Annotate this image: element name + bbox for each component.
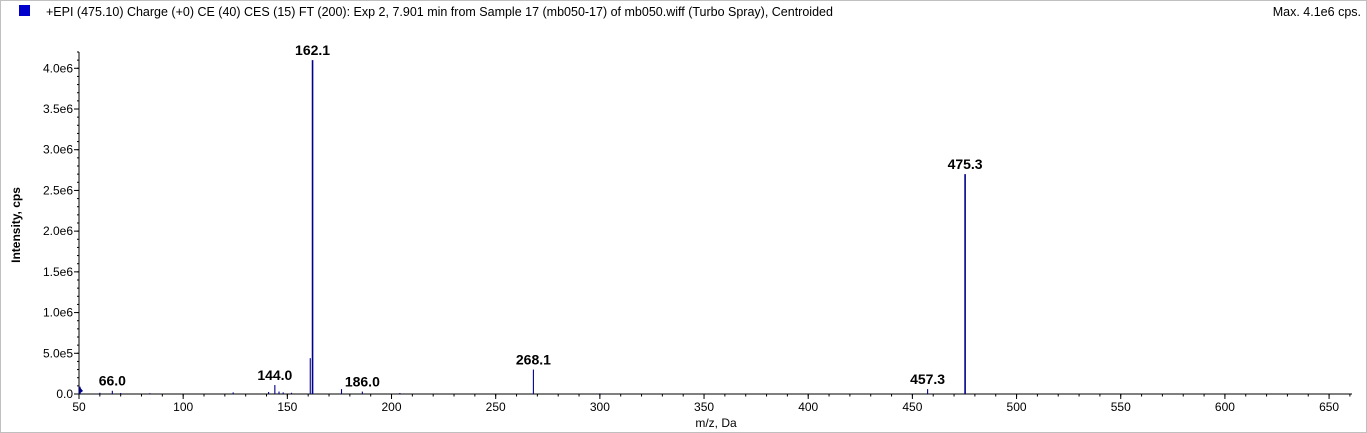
x-tick-label: 150: [277, 400, 297, 414]
peak-label: 144.0: [257, 367, 292, 383]
y-tick-label: 5.0e5: [43, 346, 73, 360]
x-tick-label: 600: [1215, 400, 1235, 414]
y-tick-label: 1.0e6: [43, 306, 73, 320]
x-tick-label: 450: [902, 400, 922, 414]
max-intensity-label: Max. 4.1e6 cps.: [1272, 5, 1361, 19]
x-tick-label: 650: [1319, 400, 1339, 414]
y-tick-label: 1.5e6: [43, 265, 73, 279]
peak-label: 186.0: [345, 374, 380, 390]
x-tick-label: 250: [486, 400, 506, 414]
x-tick-label: 550: [1111, 400, 1131, 414]
x-ticks: 50 100 150 200 250 300 350 400 450 500 550 600 650: [72, 394, 1351, 414]
x-tick-label: 350: [694, 400, 714, 414]
y-ticks: 0.0 5.0e5 1.0e6 1.5e6 2.0e6 2.5e6 3.0e6 3.5e6 4.…: [43, 51, 79, 401]
x-tick-label: 50: [72, 400, 86, 414]
y-tick-label: 3.0e6: [43, 143, 73, 157]
y-tick-label: 4.0e6: [43, 61, 73, 75]
x-tick-label: 500: [1007, 400, 1027, 414]
x-tick-label: 400: [798, 400, 818, 414]
peak-label: 457.3: [910, 371, 945, 387]
origin-marker: [79, 386, 83, 394]
peak-sticks: [79, 60, 966, 394]
x-tick-label: 200: [382, 400, 402, 414]
peak-labels: 66.0 144.0 162.1 186.0 268.1 457.3 475.3: [99, 42, 983, 389]
x-tick-label: 300: [590, 400, 610, 414]
x-tick-label: 100: [173, 400, 193, 414]
y-tick-label: 2.0e6: [43, 224, 73, 238]
y-tick-label: 0.0: [56, 387, 73, 401]
y-axis-title: Intensity, cps: [9, 187, 23, 263]
chart-title: +EPI (475.10) Charge (+0) CE (40) CES (1…: [46, 5, 833, 19]
x-axis-title: m/z, Da: [695, 416, 737, 430]
peak-label: 162.1: [295, 42, 330, 58]
legend-marker: [19, 5, 30, 16]
y-tick-label: 2.5e6: [43, 183, 73, 197]
peak-label: 268.1: [516, 352, 551, 368]
peak-label: 66.0: [99, 373, 126, 389]
y-tick-label: 3.5e6: [43, 102, 73, 116]
peak-label: 475.3: [948, 156, 983, 172]
